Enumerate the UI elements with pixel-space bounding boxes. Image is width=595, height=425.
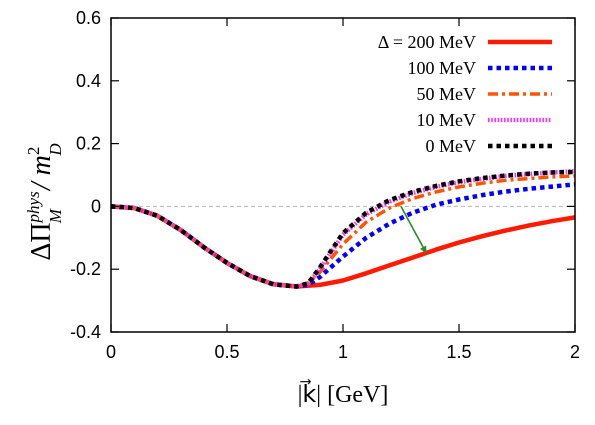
y-tick-label: -0.2 bbox=[70, 259, 101, 279]
y-tick-label: 0.2 bbox=[76, 134, 101, 154]
legend-label: 10 MeV bbox=[417, 110, 477, 130]
x-tick-label: 0 bbox=[106, 342, 116, 362]
y-tick-label: 0.4 bbox=[76, 71, 101, 91]
legend-label: Δ = 200 MeV bbox=[378, 32, 476, 52]
x-tick-label: 1 bbox=[338, 342, 348, 362]
legend-label: 50 MeV bbox=[417, 84, 477, 104]
x-tick-label: 2 bbox=[570, 342, 580, 362]
y-axis-label: ΔΠphys M / m2 D bbox=[24, 143, 65, 261]
series-line-1 bbox=[110, 204, 576, 289]
series-line-2 bbox=[110, 182, 576, 289]
legend: Δ = 200 MeV 100 MeV 50 MeV 10 MeV 0 MeV bbox=[378, 32, 552, 156]
x-axis-label: |k⃗| [GeV] bbox=[298, 379, 389, 408]
annotation-arrow bbox=[400, 206, 428, 254]
x-tick-label: 1.5 bbox=[446, 342, 471, 362]
series-layer bbox=[110, 168, 576, 289]
legend-label: 0 MeV bbox=[426, 136, 477, 156]
y-tick-label: -0.4 bbox=[70, 322, 101, 342]
legend-label: 100 MeV bbox=[408, 58, 477, 78]
y-tick-label: 0 bbox=[91, 196, 101, 216]
annotation-arrowhead bbox=[420, 245, 427, 254]
y-tick-label: 0.6 bbox=[76, 8, 101, 28]
series-line-5 bbox=[110, 169, 576, 289]
x-tick-label: 0.5 bbox=[214, 342, 239, 362]
